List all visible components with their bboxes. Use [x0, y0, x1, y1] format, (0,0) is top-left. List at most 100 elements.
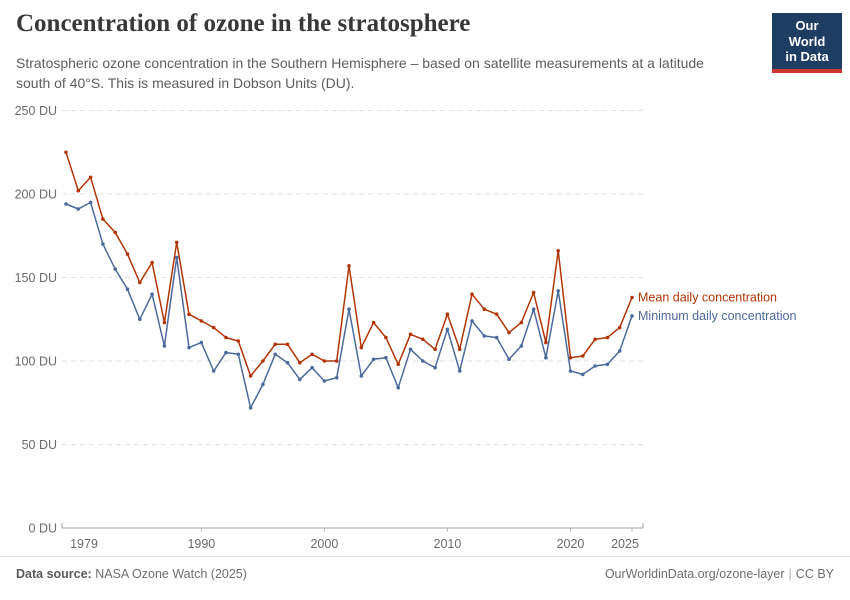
data-point-minimum-daily-concentration-2014[interactable] [494, 335, 499, 340]
data-point-minimum-daily-concentration-1988[interactable] [174, 255, 179, 260]
data-point-minimum-daily-concentration-1999[interactable] [310, 365, 314, 370]
data-point-mean-daily-concentration-1993[interactable] [236, 339, 241, 343]
data-point-mean-daily-concentration-1989[interactable] [187, 312, 191, 316]
data-point-minimum-daily-concentration-2005[interactable] [384, 355, 388, 360]
data-point-minimum-daily-concentration-1997[interactable] [285, 360, 290, 365]
data-point-minimum-daily-concentration-1984[interactable] [125, 287, 130, 291]
data-point-mean-daily-concentration-2015[interactable] [507, 330, 511, 335]
data-point-mean-daily-concentration-2025[interactable] [630, 295, 634, 300]
data-point-mean-daily-concentration-1995[interactable] [261, 359, 265, 363]
data-point-minimum-daily-concentration-1996[interactable] [273, 352, 278, 357]
data-point-minimum-daily-concentration-1994[interactable] [248, 406, 253, 410]
data-point-mean-daily-concentration-2002[interactable] [347, 264, 351, 268]
data-point-mean-daily-concentration-2004[interactable] [371, 320, 376, 325]
data-point-mean-daily-concentration-1981[interactable] [88, 175, 93, 180]
data-point-minimum-daily-concentration-2000[interactable] [322, 379, 327, 383]
legend-label-minimum-daily-concentration[interactable]: Minimum daily concentration [638, 309, 796, 323]
data-point-mean-daily-concentration-1980[interactable] [76, 188, 81, 193]
data-point-minimum-daily-concentration-1998[interactable] [298, 377, 302, 382]
data-point-mean-daily-concentration-2009[interactable] [433, 347, 437, 352]
data-point-minimum-daily-concentration-1982[interactable] [101, 242, 105, 246]
data-point-mean-daily-concentration-2007[interactable] [408, 332, 413, 337]
owid-logo[interactable]: Our World in Data [772, 13, 842, 73]
data-point-minimum-daily-concentration-2008[interactable] [421, 359, 425, 363]
data-point-mean-daily-concentration-2016[interactable] [519, 320, 524, 325]
data-point-minimum-daily-concentration-2015[interactable] [507, 357, 511, 362]
data-point-mean-daily-concentration-1994[interactable] [248, 374, 253, 378]
data-point-minimum-daily-concentration-1987[interactable] [162, 344, 167, 348]
data-point-mean-daily-concentration-2014[interactable] [494, 312, 499, 316]
data-point-mean-daily-concentration-1988[interactable] [174, 240, 179, 245]
data-point-minimum-daily-concentration-1983[interactable] [113, 267, 117, 271]
data-point-mean-daily-concentration-2003[interactable] [359, 345, 364, 350]
owid-url-link[interactable]: OurWorldinData.org/ozone-layer [604, 567, 785, 581]
data-point-mean-daily-concentration-1990[interactable] [199, 319, 204, 323]
data-point-mean-daily-concentration-1982[interactable] [101, 217, 105, 221]
data-point-minimum-daily-concentration-2018[interactable] [544, 355, 548, 360]
data-point-minimum-daily-concentration-1990[interactable] [199, 340, 204, 345]
data-point-minimum-daily-concentration-1985[interactable] [138, 317, 142, 322]
data-point-mean-daily-concentration-2000[interactable] [322, 359, 327, 363]
data-point-minimum-daily-concentration-2002[interactable] [347, 307, 351, 311]
data-point-mean-daily-concentration-2005[interactable] [384, 335, 388, 340]
data-point-mean-daily-concentration-1983[interactable] [113, 230, 117, 235]
data-point-mean-daily-concentration-1991[interactable] [211, 325, 216, 330]
data-point-mean-daily-concentration-2021[interactable] [581, 354, 585, 358]
data-point-mean-daily-concentration-1985[interactable] [138, 280, 142, 285]
data-point-mean-daily-concentration-2020[interactable] [568, 355, 573, 360]
data-point-minimum-daily-concentration-2010[interactable] [445, 327, 450, 332]
data-point-minimum-daily-concentration-1991[interactable] [211, 369, 216, 373]
data-point-minimum-daily-concentration-1979[interactable] [64, 202, 68, 206]
data-point-minimum-daily-concentration-2003[interactable] [359, 374, 364, 378]
data-point-minimum-daily-concentration-2004[interactable] [371, 357, 376, 362]
data-point-mean-daily-concentration-2011[interactable] [457, 347, 462, 352]
data-point-minimum-daily-concentration-2019[interactable] [556, 289, 560, 293]
data-point-minimum-daily-concentration-2016[interactable] [519, 344, 524, 348]
series-points-minimum-daily-concentration[interactable] [64, 200, 634, 410]
legend-label-mean-daily-concentration[interactable]: Mean daily concentration [638, 291, 777, 305]
data-point-minimum-daily-concentration-2007[interactable] [408, 347, 413, 352]
data-point-mean-daily-concentration-2006[interactable] [396, 362, 401, 367]
data-point-mean-daily-concentration-2018[interactable] [544, 340, 548, 345]
data-point-minimum-daily-concentration-1995[interactable] [261, 382, 265, 387]
data-point-mean-daily-concentration-1997[interactable] [285, 342, 290, 347]
data-point-mean-daily-concentration-2001[interactable] [334, 359, 339, 363]
data-point-minimum-daily-concentration-1986[interactable] [150, 292, 154, 296]
data-point-minimum-daily-concentration-1993[interactable] [236, 352, 241, 357]
data-point-mean-daily-concentration-2010[interactable] [445, 312, 450, 316]
data-point-mean-daily-concentration-2012[interactable] [470, 292, 474, 296]
data-point-minimum-daily-concentration-2024[interactable] [617, 349, 622, 353]
data-point-mean-daily-concentration-2022[interactable] [593, 337, 597, 342]
data-point-minimum-daily-concentration-2009[interactable] [433, 365, 437, 370]
data-point-minimum-daily-concentration-2012[interactable] [470, 319, 474, 323]
series-points-mean-daily-concentration[interactable] [64, 150, 634, 378]
data-point-minimum-daily-concentration-2001[interactable] [334, 375, 339, 380]
data-point-minimum-daily-concentration-2023[interactable] [605, 362, 610, 367]
data-point-mean-daily-concentration-2013[interactable] [482, 307, 487, 311]
data-point-minimum-daily-concentration-1980[interactable] [76, 207, 81, 211]
data-point-minimum-daily-concentration-2021[interactable] [581, 372, 585, 377]
data-point-mean-daily-concentration-1987[interactable] [162, 320, 167, 325]
data-point-mean-daily-concentration-1996[interactable] [273, 342, 278, 347]
data-point-minimum-daily-concentration-2017[interactable] [531, 307, 536, 311]
data-point-minimum-daily-concentration-2022[interactable] [593, 364, 597, 368]
data-point-minimum-daily-concentration-2013[interactable] [482, 334, 487, 338]
data-point-mean-daily-concentration-2019[interactable] [556, 249, 560, 253]
data-point-mean-daily-concentration-1992[interactable] [224, 335, 228, 340]
data-point-mean-daily-concentration-1984[interactable] [125, 252, 130, 256]
data-point-mean-daily-concentration-1979[interactable] [64, 150, 68, 155]
data-point-minimum-daily-concentration-2011[interactable] [457, 369, 462, 373]
data-point-minimum-daily-concentration-1992[interactable] [224, 350, 228, 355]
data-point-minimum-daily-concentration-1989[interactable] [187, 345, 191, 350]
data-point-mean-daily-concentration-2008[interactable] [421, 337, 425, 342]
data-point-mean-daily-concentration-1999[interactable] [310, 352, 314, 357]
data-point-mean-daily-concentration-2023[interactable] [605, 335, 610, 340]
data-point-mean-daily-concentration-1986[interactable] [150, 260, 154, 265]
data-point-minimum-daily-concentration-2006[interactable] [396, 385, 401, 390]
data-point-minimum-daily-concentration-2025[interactable] [630, 314, 634, 318]
data-point-minimum-daily-concentration-2020[interactable] [568, 369, 573, 373]
series-line-minimum-daily-concentration[interactable] [65, 201, 633, 409]
data-point-mean-daily-concentration-2024[interactable] [617, 325, 622, 330]
data-point-mean-daily-concentration-2017[interactable] [531, 290, 536, 295]
data-point-mean-daily-concentration-1998[interactable] [298, 360, 302, 365]
